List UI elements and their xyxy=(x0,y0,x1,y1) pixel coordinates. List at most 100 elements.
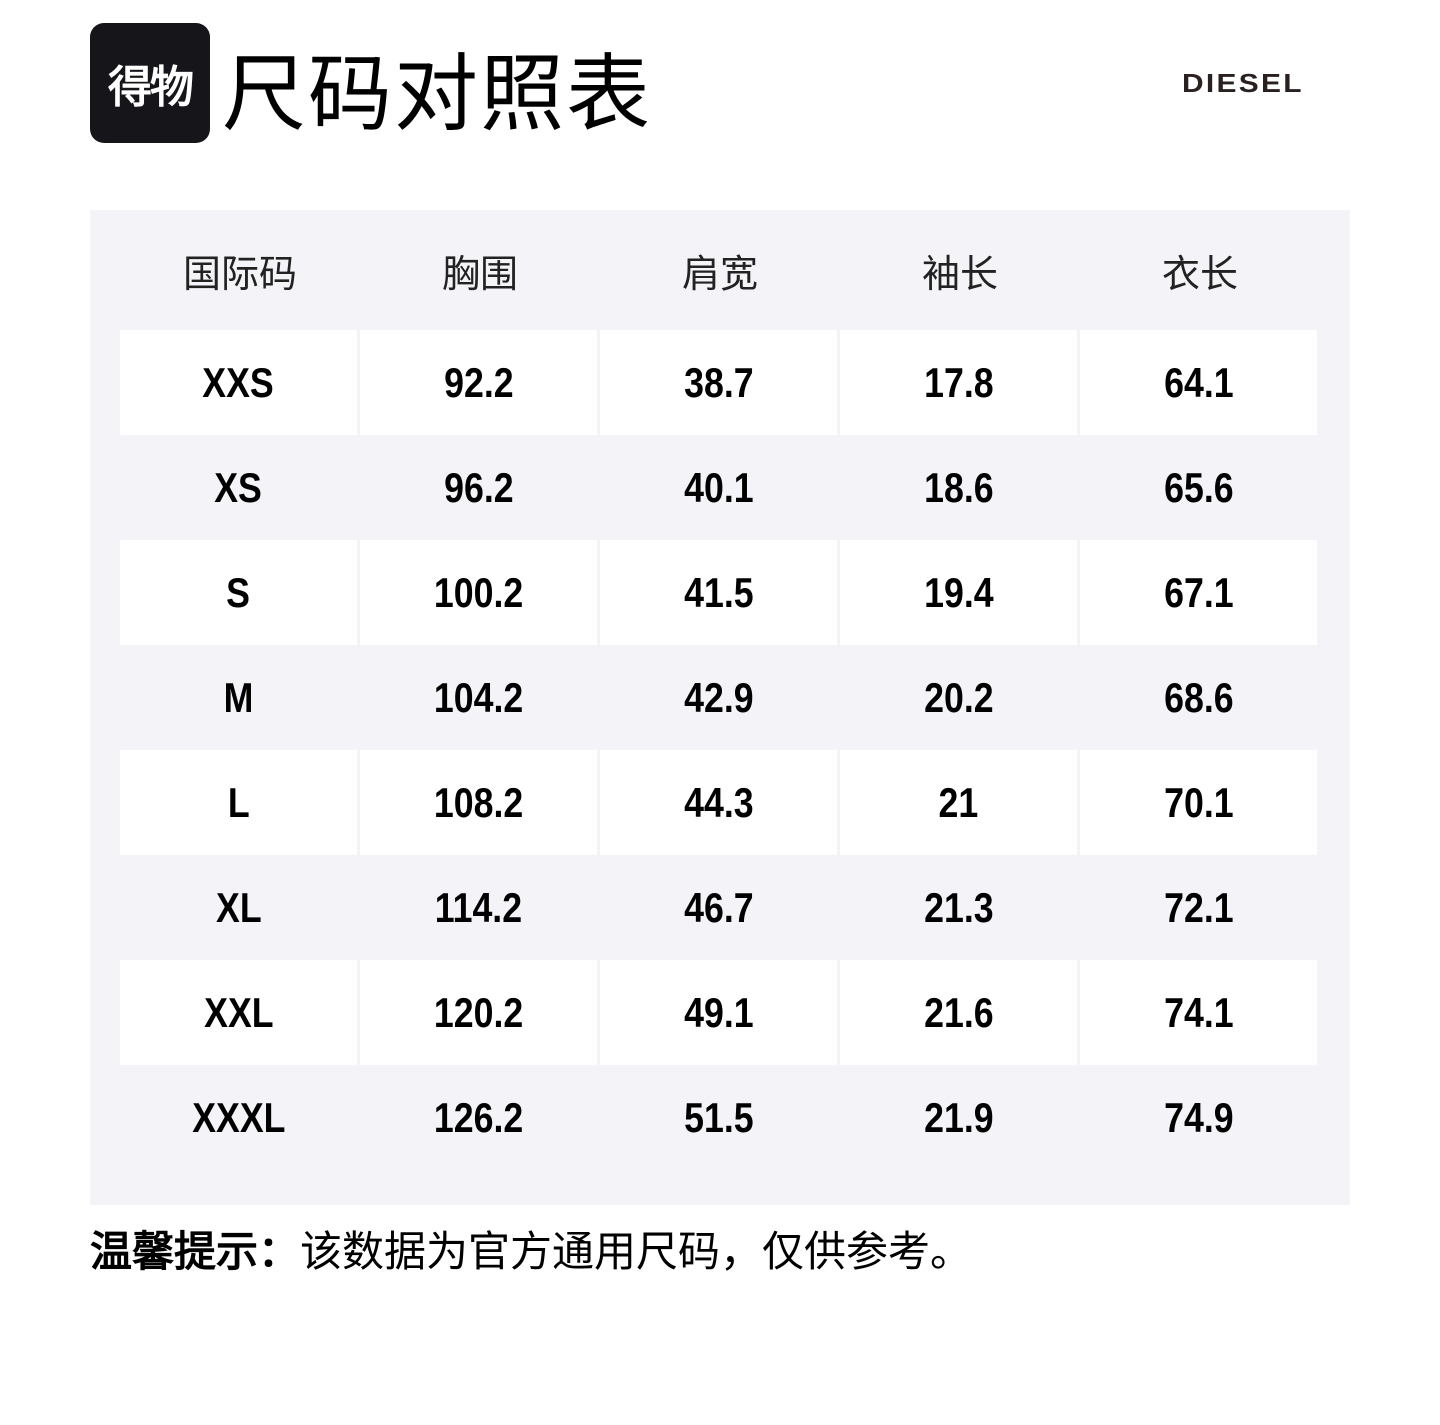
table-cell: 18.6 xyxy=(840,435,1077,540)
table-cell: 96.2 xyxy=(360,435,597,540)
table-cell: 120.2 xyxy=(360,960,597,1065)
cell-value: 68.6 xyxy=(1163,673,1234,721)
table-row: XXS 92.2 38.7 17.8 64.1 xyxy=(120,330,1320,435)
table-cell: 44.3 xyxy=(600,750,837,855)
cell-value: 41.5 xyxy=(683,568,754,616)
table-cell: XXS xyxy=(120,330,357,435)
table-row: XL 114.2 46.7 21.3 72.1 xyxy=(120,855,1320,960)
table-cell: L xyxy=(120,750,357,855)
cell-value: 64.1 xyxy=(1163,358,1234,406)
table-cell: 41.5 xyxy=(600,540,837,645)
table-cell: M xyxy=(120,645,357,750)
cell-value: XXXL xyxy=(191,1093,286,1141)
tip-label: 温馨提示： xyxy=(90,1227,301,1276)
cell-value: S xyxy=(226,568,251,616)
cell-value: 100.2 xyxy=(433,568,524,616)
cell-value: 42.9 xyxy=(683,673,754,721)
cell-value: 21.3 xyxy=(923,883,994,931)
table-cell: 108.2 xyxy=(360,750,597,855)
table-cell: 21.6 xyxy=(840,960,1077,1065)
column-header: 胸围 xyxy=(441,251,518,296)
column-header: 肩宽 xyxy=(681,251,758,296)
table-cell: 19.4 xyxy=(840,540,1077,645)
footer-tip: 温馨提示：该数据为官方通用尺码，仅供参考。 xyxy=(90,1222,972,1282)
cell-value: 38.7 xyxy=(683,358,754,406)
table-cell: 20.2 xyxy=(840,645,1077,750)
cell-value: M xyxy=(223,673,254,721)
table-cell: 21.3 xyxy=(840,855,1077,960)
cell-value: XL xyxy=(215,883,262,931)
cell-value: 70.1 xyxy=(1163,778,1234,826)
table-row: XXL 120.2 49.1 21.6 74.1 xyxy=(120,960,1320,1065)
table-cell: 67.1 xyxy=(1080,540,1317,645)
cell-value: 74.1 xyxy=(1163,988,1234,1036)
cell-value: 72.1 xyxy=(1163,883,1234,931)
table-cell: 72.1 xyxy=(1080,855,1317,960)
table-cell: 65.6 xyxy=(1080,435,1317,540)
cell-value: 92.2 xyxy=(443,358,514,406)
cell-value: L xyxy=(227,778,250,826)
table-cell: XXXL xyxy=(120,1065,357,1170)
table-cell: 104.2 xyxy=(360,645,597,750)
table-cell: 49.1 xyxy=(600,960,837,1065)
table-cell: 21.9 xyxy=(840,1065,1077,1170)
logo-text: 得物 xyxy=(108,62,194,113)
cell-value: 40.1 xyxy=(683,463,754,511)
cell-value: XXL xyxy=(203,988,274,1036)
cell-value: 120.2 xyxy=(433,988,524,1036)
page-title: 尺码对照表 xyxy=(222,45,653,143)
table-row: XXXL 126.2 51.5 21.9 74.9 xyxy=(120,1065,1320,1170)
table-cell: 100.2 xyxy=(360,540,597,645)
cell-value: 126.2 xyxy=(433,1093,524,1141)
table-cell: 114.2 xyxy=(360,855,597,960)
table-row: XS 96.2 40.1 18.6 65.6 xyxy=(120,435,1320,540)
cell-value: 108.2 xyxy=(433,778,524,826)
table-cell: 74.1 xyxy=(1080,960,1317,1065)
cell-value: 44.3 xyxy=(683,778,754,826)
cell-value: XXS xyxy=(202,358,275,406)
cell-value: 51.5 xyxy=(683,1093,754,1141)
table-cell: 51.5 xyxy=(600,1065,837,1170)
table-row: M 104.2 42.9 20.2 68.6 xyxy=(120,645,1320,750)
cell-value: 49.1 xyxy=(683,988,754,1036)
table-cell: 17.8 xyxy=(840,330,1077,435)
cell-value: 67.1 xyxy=(1163,568,1234,616)
cell-value: 21.9 xyxy=(923,1093,994,1141)
brand-logo: DIESEL xyxy=(1182,68,1304,98)
column-header: 衣长 xyxy=(1161,251,1238,296)
table-cell: 74.9 xyxy=(1080,1065,1317,1170)
size-table: 国际码 胸围 肩宽 袖长 衣长 XXS 92.2 38.7 17.8 64.1 XS 96.2 40.1… xyxy=(90,210,1350,1205)
table-cell: 42.9 xyxy=(600,645,837,750)
cell-value: 65.6 xyxy=(1163,463,1234,511)
table-cell: XL xyxy=(120,855,357,960)
table-cell: 21 xyxy=(840,750,1077,855)
cell-value: 96.2 xyxy=(443,463,514,511)
cell-value: 19.4 xyxy=(923,568,994,616)
dewu-logo: 得物 xyxy=(90,23,210,143)
cell-value: 17.8 xyxy=(923,358,994,406)
cell-value: 74.9 xyxy=(1163,1093,1234,1141)
cell-value: 20.2 xyxy=(923,673,994,721)
table-cell: 64.1 xyxy=(1080,330,1317,435)
cell-value: XS xyxy=(214,463,263,511)
column-header: 袖长 xyxy=(921,251,998,296)
tip-text: 该数据为官方通用尺码，仅供参考。 xyxy=(300,1227,973,1276)
cell-value: 21 xyxy=(938,778,979,826)
table-cell: 40.1 xyxy=(600,435,837,540)
table-cell: S xyxy=(120,540,357,645)
table-cell: 92.2 xyxy=(360,330,597,435)
table-cell: 46.7 xyxy=(600,855,837,960)
column-header: 国际码 xyxy=(182,251,297,296)
cell-value: 21.6 xyxy=(923,988,994,1036)
cell-value: 114.2 xyxy=(434,883,523,931)
table-cell: 38.7 xyxy=(600,330,837,435)
table-row: S 100.2 41.5 19.4 67.1 xyxy=(120,540,1320,645)
cell-value: 46.7 xyxy=(683,883,754,931)
cell-value: 18.6 xyxy=(923,463,994,511)
table-cell: 126.2 xyxy=(360,1065,597,1170)
table-cell: 68.6 xyxy=(1080,645,1317,750)
table-cell: XXL xyxy=(120,960,357,1065)
table-cell: 70.1 xyxy=(1080,750,1317,855)
table-row: L 108.2 44.3 21 70.1 xyxy=(120,750,1320,855)
cell-value: 104.2 xyxy=(433,673,524,721)
